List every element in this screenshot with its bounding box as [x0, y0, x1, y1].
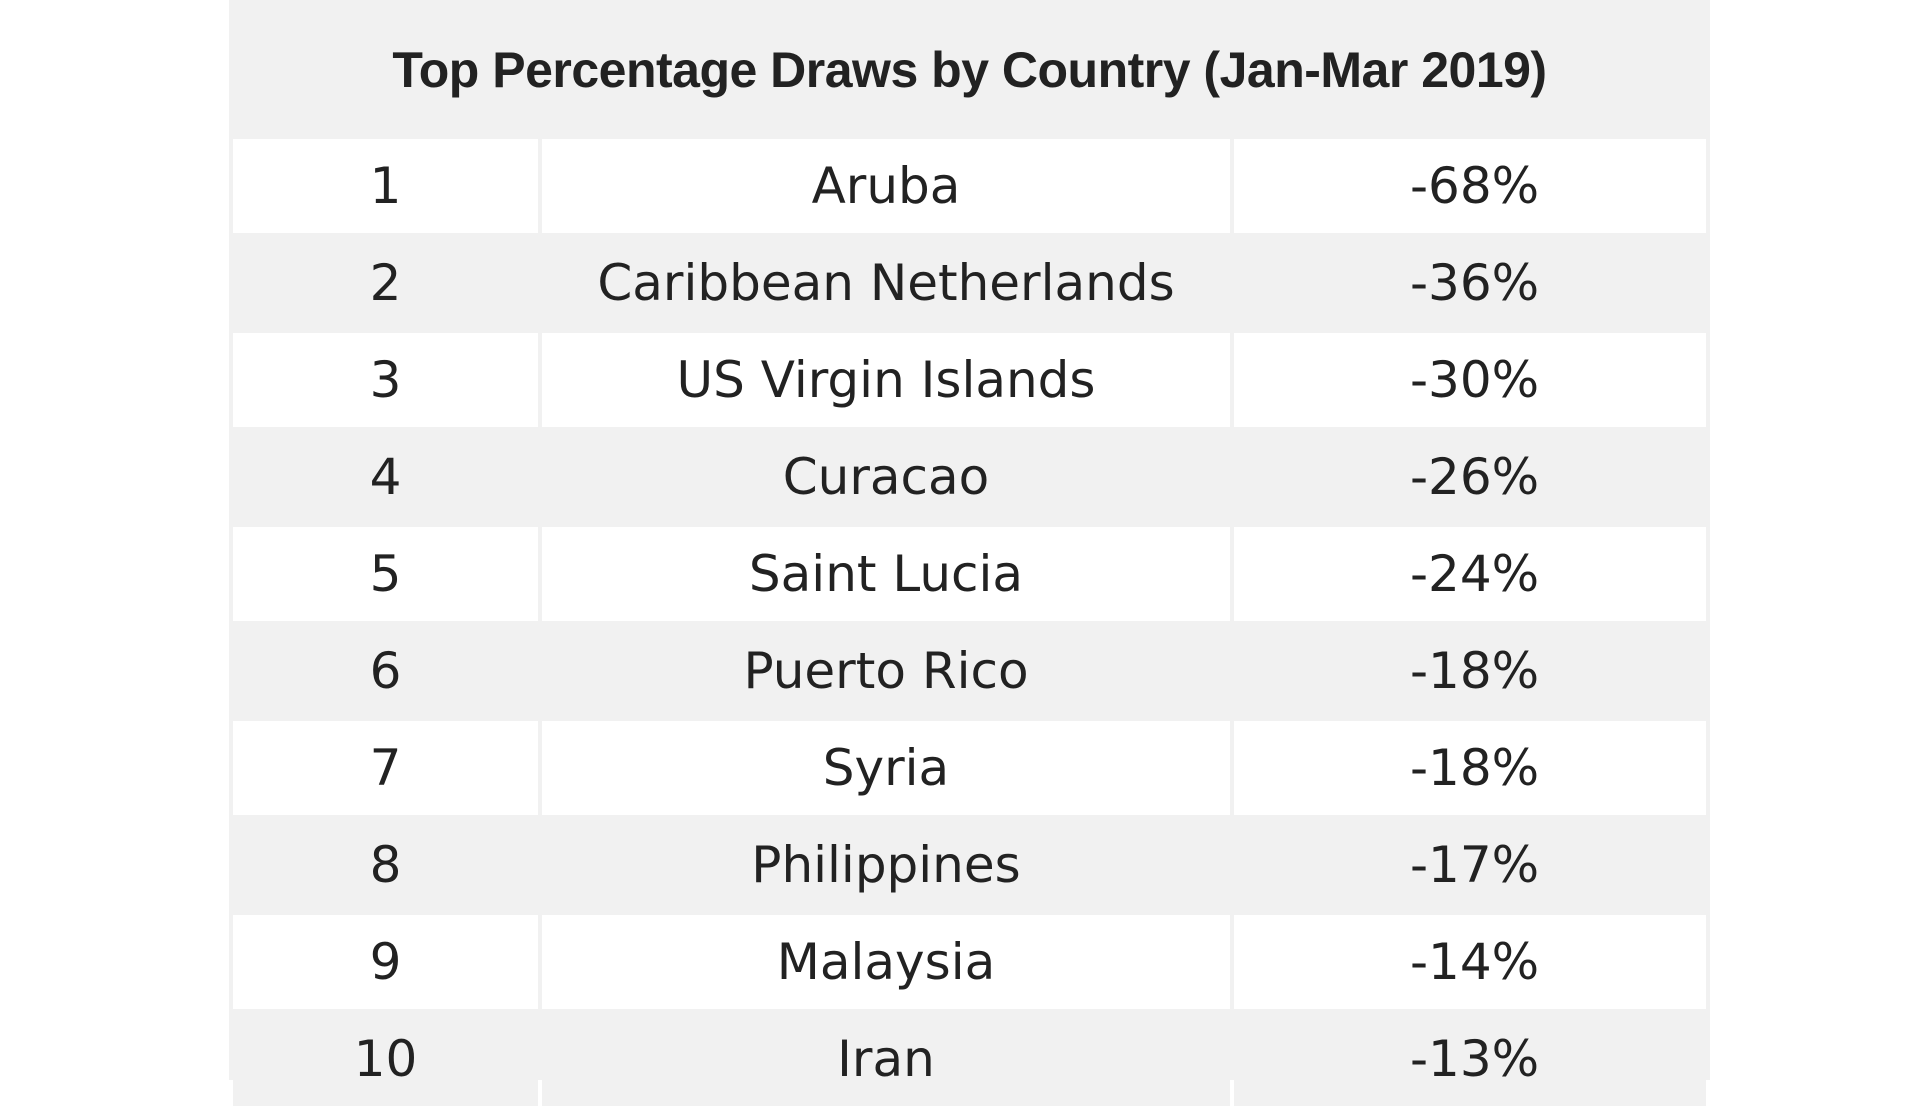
- country-cell: US Virgin Islands: [542, 333, 1230, 427]
- country-cell: Puerto Rico: [542, 624, 1230, 718]
- rank-cell: 1: [233, 139, 538, 233]
- table-row: 7 Syria -18%: [233, 721, 1706, 815]
- table-row: 8 Philippines -17%: [233, 818, 1706, 912]
- country-cell: Philippines: [542, 818, 1230, 912]
- change-cell: -18%: [1234, 624, 1706, 718]
- table-row: 1 Aruba -68%: [233, 139, 1706, 233]
- change-cell: -24%: [1234, 527, 1706, 621]
- table-row: 10 Iran -13%: [233, 1012, 1706, 1106]
- change-cell: -68%: [1234, 139, 1706, 233]
- rank-cell: 4: [233, 430, 538, 524]
- table-title: Top Percentage Draws by Country (Jan-Mar…: [392, 41, 1547, 98]
- change-cell: -13%: [1234, 1012, 1706, 1106]
- table-row: 4 Curacao -26%: [233, 430, 1706, 524]
- country-cell: Saint Lucia: [542, 527, 1230, 621]
- table-row: 3 US Virgin Islands -30%: [233, 333, 1706, 427]
- table-row: 9 Malaysia -14%: [233, 915, 1706, 1009]
- country-cell: Curacao: [542, 430, 1230, 524]
- table-row: 2 Caribbean Netherlands -36%: [233, 236, 1706, 330]
- change-cell: -36%: [1234, 236, 1706, 330]
- ranking-table: Top Percentage Draws by Country (Jan-Mar…: [229, 0, 1710, 1106]
- change-cell: -14%: [1234, 915, 1706, 1009]
- change-cell: -26%: [1234, 430, 1706, 524]
- rank-cell: 8: [233, 818, 538, 912]
- table-row: 6 Puerto Rico -18%: [233, 624, 1706, 718]
- rank-cell: 5: [233, 527, 538, 621]
- change-cell: -30%: [1234, 333, 1706, 427]
- country-cell: Aruba: [542, 139, 1230, 233]
- rank-cell: 3: [233, 333, 538, 427]
- rank-cell: 9: [233, 915, 538, 1009]
- country-cell: Malaysia: [542, 915, 1230, 1009]
- rank-cell: 10: [233, 1012, 538, 1106]
- rank-cell: 6: [233, 624, 538, 718]
- country-cell: Caribbean Netherlands: [542, 236, 1230, 330]
- country-cell: Iran: [542, 1012, 1230, 1106]
- table-body: 1 Aruba -68% 2 Caribbean Netherlands -36…: [229, 139, 1710, 1106]
- rank-cell: 2: [233, 236, 538, 330]
- rank-cell: 7: [233, 721, 538, 815]
- country-cell: Syria: [542, 721, 1230, 815]
- change-cell: -18%: [1234, 721, 1706, 815]
- change-cell: -17%: [1234, 818, 1706, 912]
- table-row: 5 Saint Lucia -24%: [233, 527, 1706, 621]
